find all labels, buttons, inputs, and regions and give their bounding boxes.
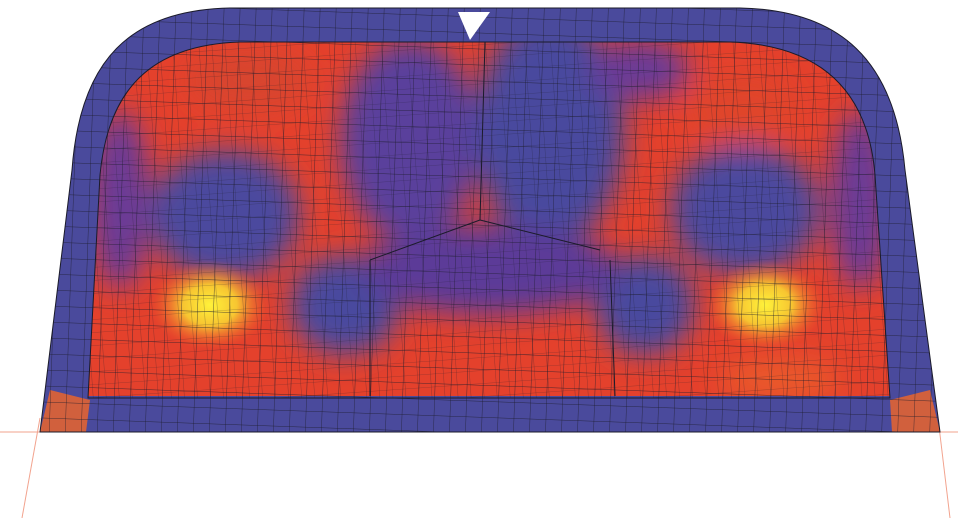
fem-contour-plot xyxy=(0,0,958,518)
reference-line xyxy=(22,418,40,518)
page xyxy=(0,0,958,518)
mesh xyxy=(0,0,958,432)
reference-line xyxy=(938,418,950,518)
